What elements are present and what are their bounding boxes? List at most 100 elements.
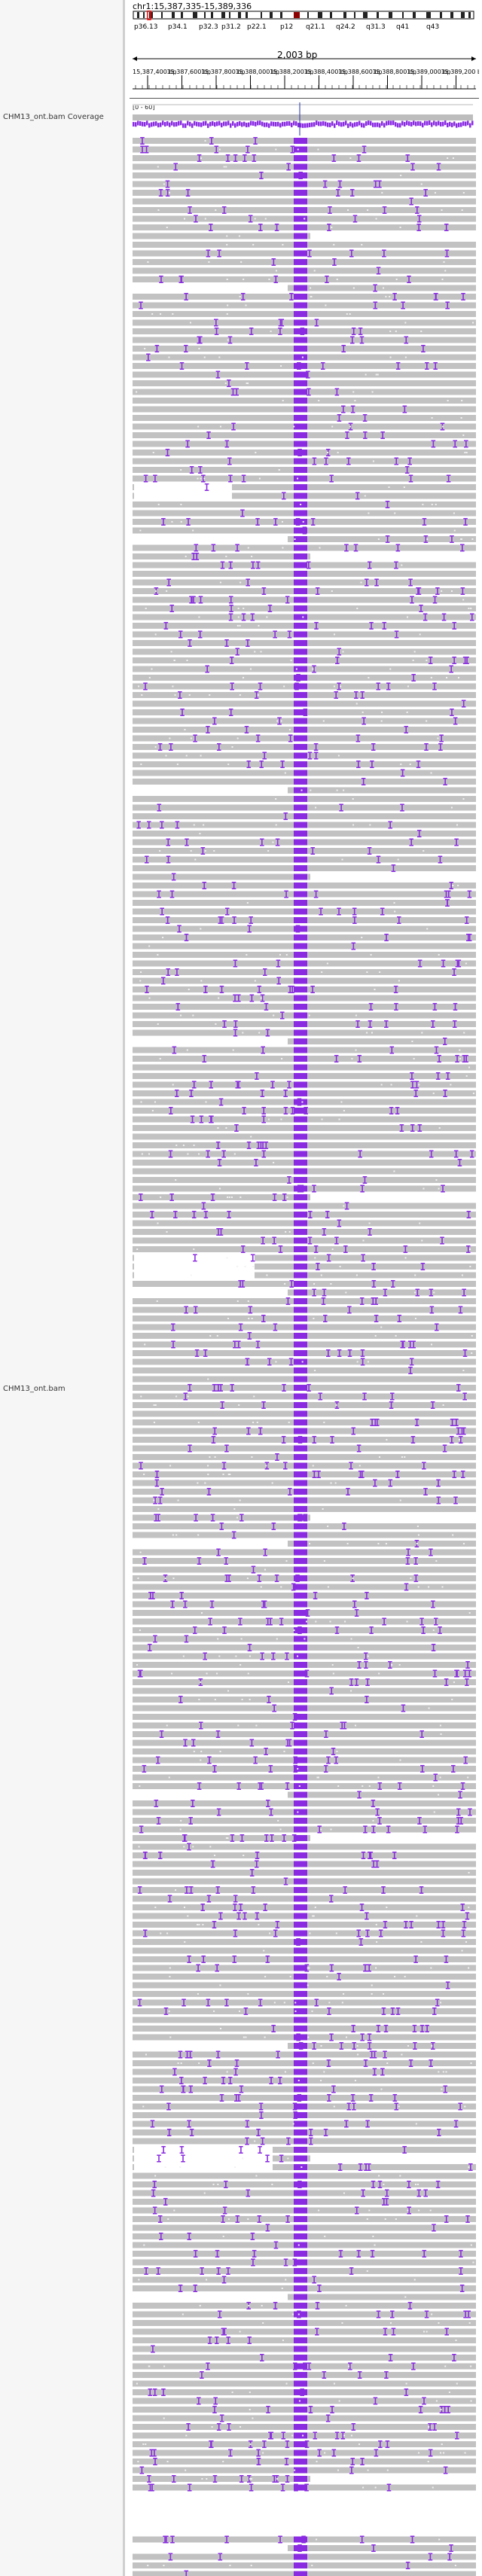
insertion-marker [400,1340,405,1349]
coverage-bar-insertion [293,120,295,126]
deletion-mark [337,755,340,757]
insertion-marker [227,1575,231,1582]
deletion-mark [465,962,467,965]
ideogram-band-label: p31.2 [221,23,241,30]
insertion-marker [410,2535,415,2544]
insertion-marker [200,2371,204,2379]
insertion-marker [450,709,454,716]
alignment-track[interactable] [130,137,479,2576]
insertion-marker [287,1176,291,1184]
insertion-marker [203,1349,208,1357]
insertion-marker [323,2129,328,2136]
insertion-marker [178,2285,183,2292]
insertion-block [294,2346,307,2352]
insertion-marker [325,2414,331,2422]
insertion-marker [151,2345,155,2353]
insertion-block [294,1298,307,1304]
coverage-bar-insertion [286,121,288,127]
deletion-mark [197,1482,199,1484]
insertion-marker [420,1263,426,1270]
deletion-mark [305,1620,307,1623]
insertion-marker [452,622,457,630]
deletion-mark [218,356,221,358]
deletion-mark [226,244,228,245]
insertion-block [294,2389,307,2395]
insertion-marker [249,328,254,335]
insertion-block [294,337,307,343]
insertion-marker [281,2431,286,2440]
insertion-marker [359,336,365,344]
insertion-marker [261,587,267,595]
deletion-mark [460,538,462,540]
deletion-mark [297,1768,299,1770]
insertion-marker [413,2042,417,2050]
insertion-marker [325,276,329,283]
insertion-block [294,891,307,898]
insertion-block [294,952,307,958]
insertion-block [294,865,307,871]
deletion-mark [215,1023,217,1025]
insertion-marker [247,2475,252,2483]
insertion-marker [227,1211,231,1218]
deletion-mark [459,1049,461,1051]
insertion-marker [215,1886,221,1894]
insertion-marker [356,761,361,768]
insertion-marker [456,1427,461,1435]
coverage-track-name[interactable]: CHM13_ont.bam Coverage [3,113,104,121]
insertion-block [294,1731,307,1737]
insertion-marker [376,267,381,275]
insertion-marker [216,2423,221,2431]
insertion-marker [203,1652,207,1660]
insertion-marker [353,691,358,699]
insertion-marker [404,336,409,344]
coverage-bar-insertion [279,123,282,128]
insertion-block [294,1714,307,1720]
deletion-mark [157,504,160,505]
insertion-marker [446,890,451,898]
deletion-mark [140,1101,142,1103]
insertion-block [294,423,307,430]
deletion-mark [209,694,211,696]
read [133,2155,134,2162]
insertion-marker [313,890,319,898]
read [133,1272,134,1279]
insertion-marker [385,501,390,508]
deletion-mark [175,1534,178,1536]
insertion-marker [184,1306,188,1314]
insertion-marker [271,1523,276,1530]
deletion-mark [148,945,151,947]
deletion-mark [171,521,173,523]
insertion-block [294,371,307,378]
deletion-mark [140,764,142,765]
insertion-marker [373,2397,378,2405]
insertion-marker [216,2267,221,2275]
insertion-marker [384,2371,389,2379]
insertion-block [294,1160,307,1166]
deletion-mark [231,2392,233,2393]
deletion-mark [252,2417,254,2419]
alignment-track-name[interactable]: CHM13_ont.bam [3,1385,66,1393]
coverage-bar-insertion [444,120,447,126]
deletion-mark [470,2400,472,2402]
insertion-marker [438,855,443,864]
deletion-mark [184,1941,186,1943]
insertion-marker [367,1852,372,1859]
coverage-bar-insertion [205,120,207,126]
insertion-marker [447,2553,452,2561]
insertion-marker [324,457,328,465]
deletion-mark [468,2322,471,2324]
insertion-marker [326,2059,331,2067]
deletion-mark [470,2365,472,2367]
insertion-marker [394,630,399,639]
coverage-bar-insertion [336,120,338,126]
insertion-block [294,1428,307,1434]
coverage-track[interactable] [130,102,479,136]
insertion-marker [235,2215,240,2223]
insertion-marker [361,1852,366,1859]
panel-divider[interactable] [123,0,125,2576]
insertion-marker [151,2189,156,2197]
deletion-mark [243,1855,245,1856]
chromosome-ideogram[interactable]: p36.13 p34.1 p32.3 p31.2 p22.1 p12 q21.1 q24.2 q… [133,11,476,30]
coverage-bar-insertion [465,121,467,127]
